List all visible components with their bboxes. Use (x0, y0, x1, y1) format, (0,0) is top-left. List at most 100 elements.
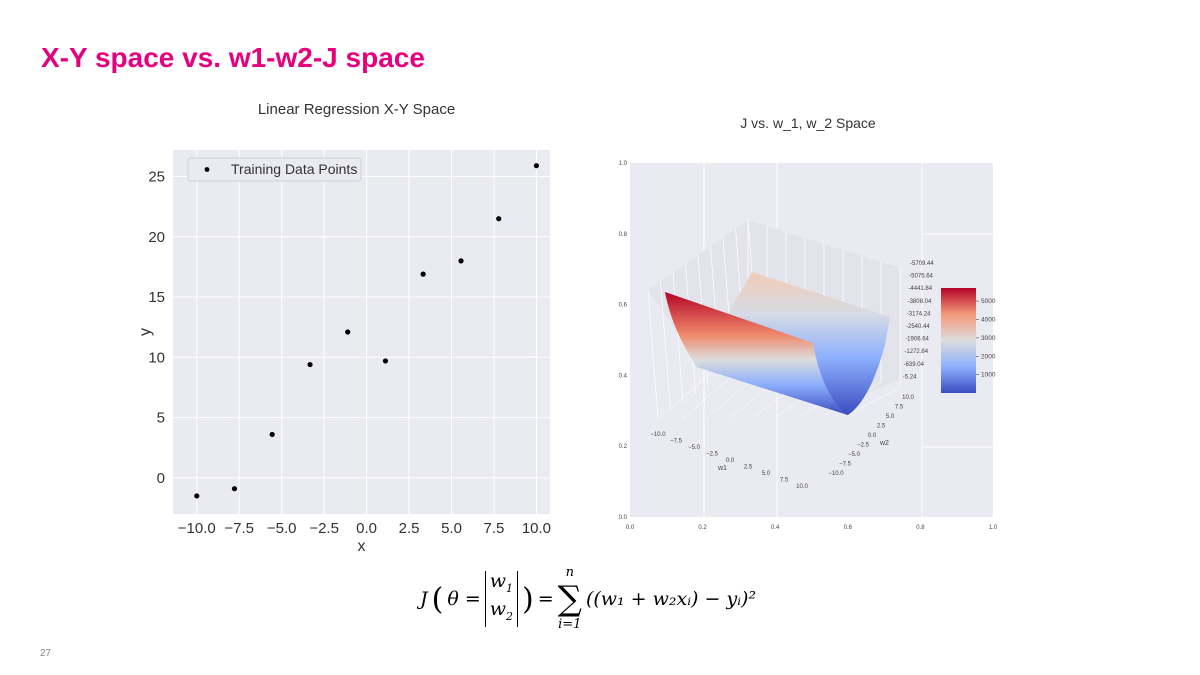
matrix-w2: w (489, 598, 507, 620)
x-tick-label: 0.0 (356, 520, 377, 537)
w2-tick-label: −10.0 (828, 471, 844, 477)
colorbar-tick-label: 1000 (981, 372, 996, 379)
data-point (496, 216, 502, 222)
formula-lhs: J (420, 588, 428, 610)
floor-gridline (847, 387, 901, 416)
legend-label: Training Data Points (231, 161, 357, 177)
formula-theta: θ = (447, 588, 481, 610)
x-tick-label: 7.5 (484, 520, 505, 537)
slide-title: X-Y space vs. w1-w2-J space (41, 42, 425, 73)
w2-tick-label: 7.5 (895, 405, 904, 411)
data-point (382, 358, 389, 364)
w2-tick-label: 5.0 (886, 414, 895, 420)
x-tick-label: −5.0 (267, 520, 297, 537)
z-tick-label: -1906.64 (905, 337, 929, 343)
data-point (345, 329, 351, 335)
outer-y-tick: 0.6 (619, 303, 628, 309)
outer-x-tick: 0.2 (698, 525, 707, 531)
colorbar-tick-label: 3000 (981, 335, 996, 342)
data-point (231, 486, 238, 492)
sum-upper: n (565, 565, 574, 580)
outer-x-tick: 1.0 (989, 525, 998, 531)
formula-body: ((w₁ + w₂xᵢ) − yᵢ)² (585, 588, 757, 610)
w1-axis-label: w1 (717, 465, 727, 472)
x-tick-label: −2.5 (309, 520, 339, 537)
y-tick-label: 25 (148, 169, 165, 186)
colorbar (941, 288, 976, 393)
outer-x-tick: 0.8 (916, 525, 925, 531)
pane-gridline (672, 272, 684, 403)
y-tick-label: 20 (148, 229, 165, 246)
y-tick-label: 5 (157, 410, 165, 427)
w1-tick-label: −10.0 (650, 432, 666, 438)
w1-tick-label: 7.5 (780, 478, 789, 484)
y-axis-label: y (137, 328, 154, 336)
w1-tick-label: 0.0 (726, 458, 735, 464)
cost-function-formula: J ( θ = w1 w2 ) = n ∑ i=1 ((w₁ + w₂xᵢ) −… (420, 565, 757, 632)
formula-equals: = (537, 588, 554, 610)
sum-lower: i=1 (558, 617, 582, 632)
colorbar-tick-label: 4000 (981, 316, 996, 323)
w2-tick-label: −2.5 (857, 443, 870, 449)
scatter-chart: −10.0 −7.5 −5.0 −2.5 0.0 2.5 5.0 7.5 10.0 0 5 10 15 2… (137, 101, 551, 555)
y-tick-label: 15 (148, 289, 165, 306)
z-tick-label: -1272.84 (904, 349, 928, 355)
y-tick-label: 10 (148, 349, 165, 366)
chart-title: J vs. w_1, w_2 Space (740, 115, 876, 131)
data-point (269, 431, 275, 438)
outer-y-tick: 0.2 (619, 444, 628, 450)
outer-x-tick: 0.6 (844, 525, 853, 531)
page-number: 27 (40, 648, 52, 659)
z-tick-label: -639.04 (904, 362, 925, 368)
w1-tick-label: 5.0 (762, 471, 771, 477)
sum-symbol: ∑ (557, 579, 582, 619)
w1-tick-label: −5.0 (688, 445, 701, 451)
matrix-w1-sub: 1 (506, 582, 514, 595)
outer-y-tick: 0.4 (619, 373, 628, 379)
w2-tick-label: −7.5 (839, 462, 852, 468)
x-tick-label: −10.0 (178, 520, 216, 537)
chart-title: Linear Regression X-Y Space (258, 101, 455, 118)
w1-tick-label: 2.5 (744, 465, 753, 471)
surface-front (665, 292, 848, 415)
data-point (533, 163, 540, 169)
data-point (307, 361, 313, 368)
plot-background (173, 150, 550, 514)
surface-chart: 0.0 0.2 0.4 0.6 0.8 1.0 0.0 0.2 0.4 0.6 0.8 1.0 J vs… (619, 115, 998, 531)
colorbar-tick-label: 2000 (981, 353, 996, 360)
outer-x-tick: 0.4 (771, 525, 780, 531)
x-axis-label: x (358, 538, 366, 555)
z-tick-label: -4441.84 (908, 286, 932, 292)
z-tick-label: -3174.24 (907, 311, 931, 317)
pane-gridline (647, 289, 659, 421)
data-point (458, 258, 464, 264)
z-tick-label: -5709.44 (910, 261, 934, 267)
y-tick-label: 0 (157, 470, 165, 487)
legend-marker (204, 167, 210, 172)
outer-x-tick: 0.0 (626, 525, 635, 531)
w2-tick-label: 2.5 (877, 424, 886, 430)
w2-axis-label: w2 (879, 440, 889, 447)
w1-tick-label: −7.5 (670, 439, 683, 445)
x-tick-label: 5.0 (441, 520, 462, 537)
z-tick-label: -3808.04 (908, 299, 932, 305)
w2-tick-label: 0.0 (868, 433, 877, 439)
z-tick-label: -5.24 (903, 374, 917, 380)
data-point (194, 493, 200, 499)
w2-tick-label: −5.0 (848, 452, 861, 458)
outer-y-tick: 0.8 (619, 232, 628, 238)
x-tick-label: 10.0 (522, 520, 551, 537)
outer-y-tick: 0.0 (619, 515, 628, 521)
z-tick-label: -2540.44 (906, 324, 930, 330)
data-point (420, 271, 426, 277)
z-tick-label: -5075.64 (909, 274, 933, 280)
matrix-w2-sub: 2 (506, 609, 514, 623)
x-tick-label: 2.5 (399, 520, 420, 537)
w1-tick-label: −2.5 (706, 452, 719, 458)
w2-tick-label: 10.0 (902, 395, 914, 401)
outer-y-tick: 1.0 (619, 161, 628, 167)
legend-box (187, 157, 362, 182)
pane-gridline (660, 281, 671, 412)
w1-tick-label: 10.0 (796, 484, 808, 490)
